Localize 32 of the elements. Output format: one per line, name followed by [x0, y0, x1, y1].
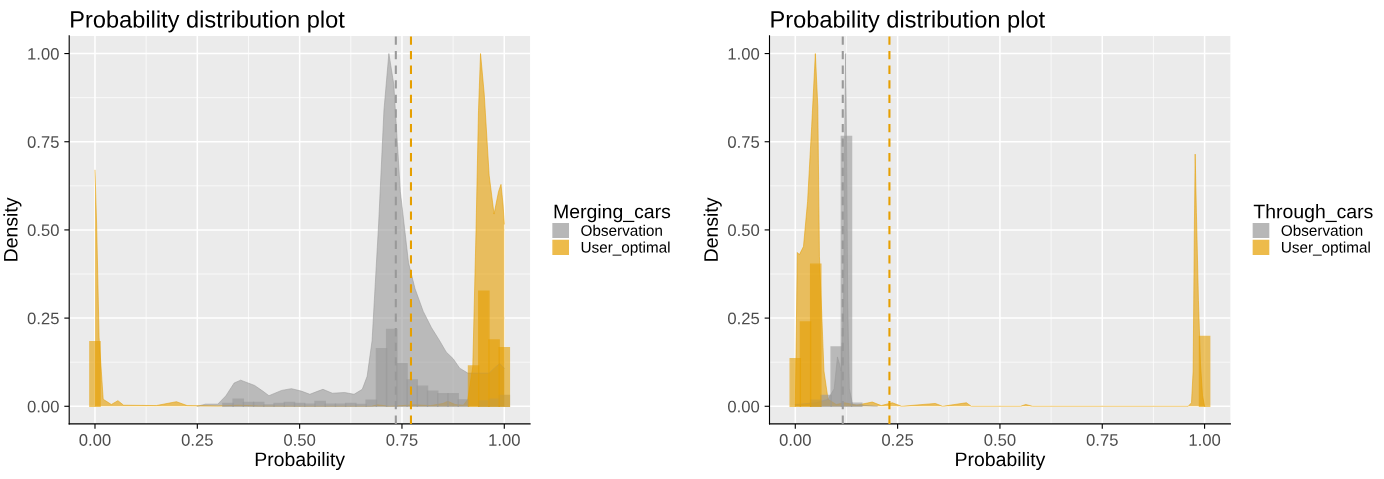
legend-title: Merging_cars: [554, 204, 671, 223]
x-tick-label: 0.50: [984, 434, 1016, 446]
y-tick-label: 0.75: [728, 136, 760, 148]
legend-label: User_optimal: [1282, 241, 1370, 256]
y-tick-label: 0.25: [728, 312, 760, 325]
y-axis-title: Density: [3, 197, 22, 261]
y-tick-label: 1.00: [728, 47, 760, 60]
x-tick-label: 0.00: [79, 434, 111, 446]
x-axis-title: Probability: [255, 451, 345, 471]
x-tick-label: 0.75: [386, 434, 418, 446]
y-tick-label: 0.75: [27, 136, 59, 148]
x-tick-label: 0.75: [1086, 434, 1118, 446]
x-tick-label: 0.25: [882, 434, 914, 446]
y-axis-title: Density: [703, 197, 722, 261]
legend-label: Observation: [1281, 224, 1363, 236]
chart-title: Probability distribution plot: [71, 10, 345, 33]
x-tick-label: 0.00: [779, 434, 811, 446]
y-tick-label: 0.50: [728, 224, 760, 237]
y-tick-label: 1.00: [28, 47, 59, 60]
y-tick-label: 0.00: [27, 400, 59, 413]
chart-title: Probability distribution plot: [771, 10, 1045, 33]
x-tick-label: 1.00: [1189, 434, 1221, 446]
y-tick-label: 0.50: [27, 224, 59, 237]
x-tick-label: 0.50: [284, 434, 316, 446]
y-tick-label: 0.25: [27, 312, 59, 325]
y-tick-label: 0.00: [728, 400, 760, 413]
x-axis-title: Probability: [956, 451, 1046, 471]
x-tick-label: 0.25: [181, 434, 213, 446]
legend-label: User_optimal: [581, 241, 670, 256]
legend-label: Observation: [581, 224, 662, 236]
x-tick-label: 1.00: [489, 434, 520, 446]
legend-title: Through_cars: [1253, 204, 1373, 223]
